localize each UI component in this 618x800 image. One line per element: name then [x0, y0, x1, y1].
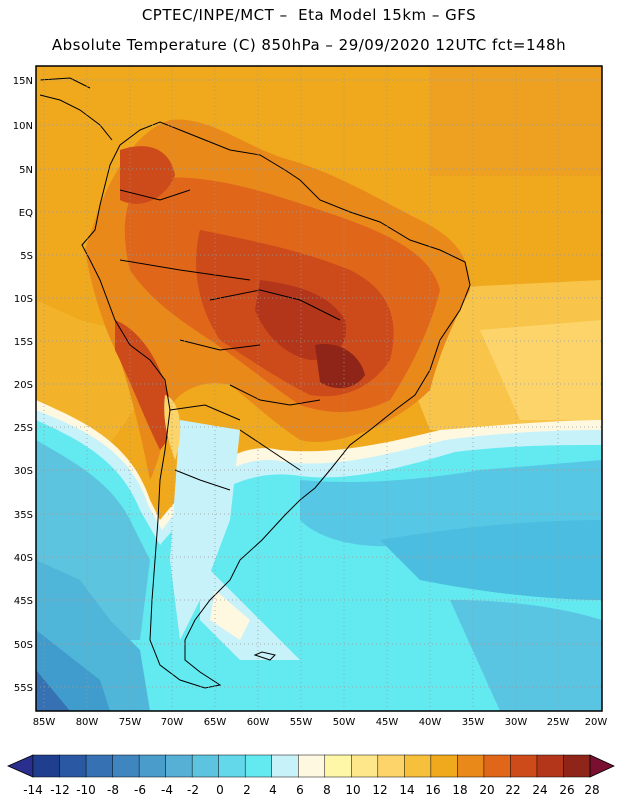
lat-label: 15N: [13, 76, 33, 87]
colorbar-cell: [483, 754, 511, 778]
colorbar-cell: [351, 754, 379, 778]
colorbar-tick-label: 20: [479, 783, 494, 797]
lat-label: 10S: [14, 294, 33, 305]
colorbar-tick-label: -8: [107, 783, 119, 797]
colorbar-cell: [32, 754, 61, 778]
colorbar-tick-label: 10: [345, 783, 360, 797]
colorbar-tick-label: -14: [23, 783, 43, 797]
colorbar-arrow-high: [589, 754, 615, 778]
lat-label: EQ: [19, 208, 33, 219]
colorbar-cell: [536, 754, 565, 778]
lon-label: 40W: [419, 717, 442, 728]
lon-axis: 85W 80W 75W 70W 65W 60W 55W 50W 45W 40W …: [33, 717, 608, 728]
colorbar-cell: [218, 754, 246, 778]
colorbar-tick-label: 12: [372, 783, 387, 797]
lat-label: 5S: [20, 251, 33, 262]
lon-label: 35W: [462, 717, 485, 728]
map-frame: [35, 65, 603, 712]
colorbar-cell: [85, 754, 114, 778]
colorbar-cell: [324, 754, 352, 778]
lat-label: 45S: [14, 596, 33, 607]
lat-label: 25S: [14, 423, 33, 434]
lon-label: 55W: [290, 717, 313, 728]
colorbar-cell: [377, 754, 405, 778]
colorbar-tick-label: 24: [532, 783, 547, 797]
lat-label: 50S: [14, 640, 33, 651]
colorbar-cell: [404, 754, 432, 778]
colorbar-cell: [297, 754, 326, 778]
lon-label: 20W: [585, 717, 608, 728]
lon-label: 60W: [247, 717, 270, 728]
map-title: CPTEC/INPE/MCT – Eta Model 15km – GFS: [141, 6, 477, 24]
colorbar-cell: [165, 754, 193, 778]
lat-label: 30S: [14, 466, 33, 477]
colorbar-tick-label: -12: [50, 783, 70, 797]
lon-label: 70W: [161, 717, 184, 728]
colorbar-tick-label: 4: [269, 783, 277, 797]
colorbar-tick-label: -6: [134, 783, 146, 797]
lon-label: 80W: [76, 717, 99, 728]
colorbar-tick-label: -10: [76, 783, 96, 797]
lat-axis: 15N 10N 5N EQ 5S 10S 15S 20S 25S 30S 35S…: [13, 76, 33, 694]
colorbar-cell: [430, 754, 458, 778]
colorbar-tick-label: 6: [296, 783, 304, 797]
colorbar-tick-label: 8: [323, 783, 331, 797]
colorbar-cell: [563, 754, 591, 778]
coastline: [39, 77, 471, 689]
map-subtitle: Absolute Temperature (C) 850hPa – 29/09/…: [51, 36, 567, 54]
lon-label: 75W: [119, 717, 142, 728]
lat-label: 5N: [19, 165, 33, 176]
lat-label: 15S: [14, 337, 33, 348]
colorbar-cell: [138, 754, 167, 778]
colorbar-tick-label: 18: [452, 783, 467, 797]
colorbar-tick-label: 28: [584, 783, 599, 797]
lat-label: 55S: [14, 683, 33, 694]
lon-label: 45W: [376, 717, 399, 728]
colorbar-cell: [510, 754, 538, 778]
lon-label: 65W: [204, 717, 227, 728]
lat-label: 40S: [14, 553, 33, 564]
lon-label: 25W: [547, 717, 570, 728]
lat-label: 20S: [14, 380, 33, 391]
lon-label: 30W: [505, 717, 528, 728]
colorbar-tick-label: -4: [161, 783, 173, 797]
colorbar-tick-label: 14: [399, 783, 414, 797]
lon-label: 85W: [33, 717, 56, 728]
colorbar-cell: [457, 754, 485, 778]
colorbar-cell: [191, 754, 220, 778]
colorbar-tick-label: 2: [243, 783, 251, 797]
colorbar-tick-label: 26: [559, 783, 574, 797]
colorbar-tick-label: 0: [216, 783, 224, 797]
colorbar-cell: [112, 754, 140, 778]
colorbar-arrow-low: [7, 754, 34, 778]
colorbar-tick-label: 22: [505, 783, 520, 797]
colorbar-tick-label: -2: [187, 783, 199, 797]
lon-label: 50W: [333, 717, 356, 728]
colorbar-cell: [271, 754, 299, 778]
lat-label: 10N: [13, 121, 33, 132]
colorbar-tick-label: 16: [425, 783, 440, 797]
lat-label: 35S: [14, 510, 33, 521]
temperature-field: [36, 66, 602, 711]
colorbar: -14 -12 -10 -8 -6 -4 -2 0 2 4 6 8 10 12 …: [7, 754, 615, 797]
colorbar-cell: [59, 754, 87, 778]
colorbar-cell: [244, 754, 273, 778]
